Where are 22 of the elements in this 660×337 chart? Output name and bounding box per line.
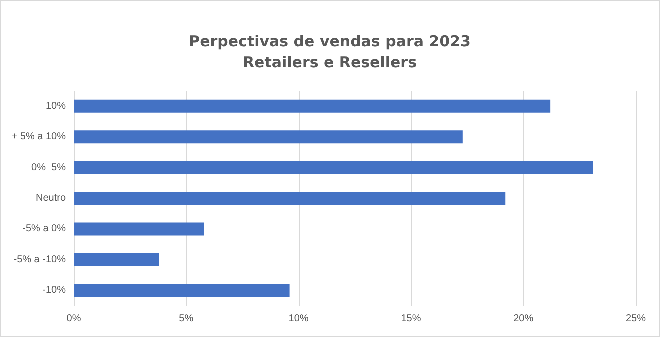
x-tick-label: 5% xyxy=(179,314,194,324)
y-tick-label: Neutro xyxy=(36,193,66,204)
bar xyxy=(74,130,463,144)
y-tick-label: -5% a -10% xyxy=(14,254,66,266)
bar xyxy=(74,100,551,113)
x-tick-label: 20% xyxy=(514,314,534,324)
x-tick-label: 10% xyxy=(288,314,309,324)
chart-subtitle: Retailers e Resellers xyxy=(242,54,418,72)
bar xyxy=(74,222,204,236)
bar xyxy=(74,161,594,174)
bar xyxy=(74,284,290,298)
y-tick-label: -5% a 0% xyxy=(22,224,66,235)
bar xyxy=(74,192,506,205)
chart-title: Perpectivas de vendas para 2023 xyxy=(189,32,471,50)
y-tick-label: + 5% a 10% xyxy=(12,132,66,143)
x-tick-label: 25% xyxy=(626,314,646,324)
y-tick-label: 10% xyxy=(46,100,66,112)
y-tick-label: 0% 5% xyxy=(32,162,66,174)
bar xyxy=(74,253,160,266)
x-tick-label: 15% xyxy=(401,314,422,324)
x-tick-label: 0% xyxy=(66,314,82,324)
y-tick-label: -10% xyxy=(42,285,66,296)
